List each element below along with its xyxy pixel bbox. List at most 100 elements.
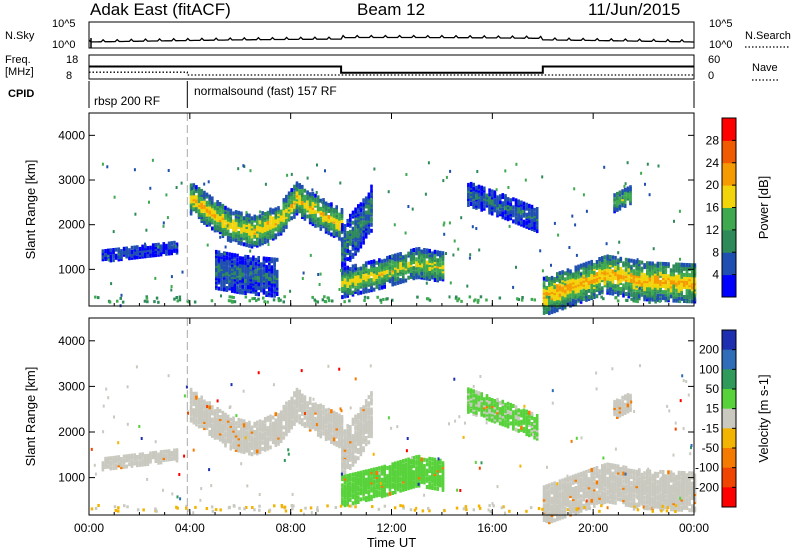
power-ground-cell	[386, 297, 389, 301]
velocity-cell	[208, 411, 211, 416]
power-noise-cell	[574, 276, 577, 280]
power-noise-cell	[657, 164, 660, 168]
velocity-cell	[248, 447, 251, 452]
power-cell	[332, 223, 336, 228]
power-noise-cell	[340, 269, 342, 273]
velocity-cell	[340, 435, 344, 440]
power-cell	[225, 278, 229, 282]
power-cell	[175, 248, 179, 253]
velocity-cell	[367, 472, 371, 477]
velocity-cell	[343, 484, 347, 489]
power-cell	[324, 217, 328, 222]
power-ground-cell	[684, 299, 688, 303]
power-cell	[556, 272, 559, 277]
power-noise-cell	[652, 247, 655, 251]
power-cell	[643, 297, 646, 302]
power-noise-cell	[618, 240, 621, 244]
power-noise-cell	[553, 221, 556, 225]
power-cell	[343, 224, 347, 228]
power-cell	[608, 271, 612, 276]
power-cell	[632, 291, 636, 296]
velocity-cell	[274, 438, 278, 443]
velocity-cell	[293, 411, 296, 416]
power-cell	[616, 290, 620, 295]
power-cell	[667, 262, 670, 267]
velocity-cell	[218, 431, 222, 436]
power-cell	[582, 278, 586, 283]
velocity-cell	[332, 423, 336, 427]
power-noise-cell	[508, 224, 511, 228]
power-cell	[608, 281, 612, 286]
velocity-cell	[205, 426, 209, 430]
power-cell	[367, 192, 371, 197]
velocity-cell	[258, 433, 262, 438]
velocity-cell	[488, 403, 491, 408]
power-cell	[522, 205, 526, 210]
power-cell	[383, 274, 386, 279]
power-cell	[675, 292, 678, 297]
power-cell	[232, 225, 235, 230]
power-cell	[349, 267, 352, 272]
power-cell	[217, 278, 221, 283]
power-cell	[651, 281, 654, 286]
velocity-cell	[322, 404, 325, 409]
power-noise-cell	[507, 186, 510, 189]
velocity-cell	[436, 474, 439, 479]
power-cell	[579, 289, 583, 294]
power-cell	[635, 291, 638, 296]
velocity-cell	[407, 461, 410, 466]
velocity-cell	[362, 496, 365, 501]
power-cell	[205, 218, 209, 223]
power-cell	[221, 222, 225, 226]
power-cell	[322, 206, 325, 211]
velocity-cell	[370, 424, 373, 428]
velocity-cell	[372, 467, 376, 472]
velocity-cell	[335, 418, 338, 423]
power-ground-cell	[210, 299, 214, 303]
power-cell	[488, 196, 491, 201]
power-cell	[475, 187, 478, 192]
power-ground-cell	[230, 295, 233, 299]
power-cell	[295, 199, 299, 204]
power-noise-cell	[165, 193, 168, 197]
velocity-cell	[226, 429, 230, 433]
velocity-cell	[208, 421, 211, 426]
power-cell	[170, 241, 173, 246]
nsky-tick-bottom: 10^0	[52, 39, 76, 51]
power-cell	[349, 287, 352, 292]
velocity-cell	[362, 405, 365, 410]
velocity-cell	[287, 402, 291, 407]
power-cell	[238, 272, 242, 277]
power-noise-cell	[324, 169, 326, 173]
power-cell	[627, 292, 631, 297]
power-cell	[311, 198, 315, 202]
velocity-cell	[314, 408, 317, 413]
velocity-cell	[319, 422, 323, 426]
power-cell	[357, 206, 360, 211]
power-cell	[248, 223, 251, 228]
power-cell	[324, 201, 328, 206]
power-cell	[528, 203, 531, 208]
velocity-cell	[485, 394, 489, 399]
velocity-cell	[290, 423, 293, 428]
velocity-cell	[248, 431, 251, 435]
power-cell	[391, 264, 394, 269]
velocity-cell	[274, 418, 278, 423]
power-cell	[611, 269, 615, 274]
power-cell	[364, 210, 368, 215]
power-cell	[498, 210, 502, 215]
power-cell	[571, 290, 575, 295]
power-cell	[211, 196, 214, 201]
power-cell	[273, 257, 276, 262]
power-cell	[624, 271, 628, 276]
velocity-cell	[391, 462, 394, 467]
velocity-cell	[287, 420, 291, 425]
power-cell	[651, 261, 654, 266]
velocity-cell	[480, 408, 483, 413]
velocity-cell	[192, 395, 196, 400]
velocity-cell	[261, 436, 264, 441]
power-cell	[308, 208, 312, 213]
power-cell	[112, 258, 115, 263]
velocity-cell	[213, 429, 217, 434]
